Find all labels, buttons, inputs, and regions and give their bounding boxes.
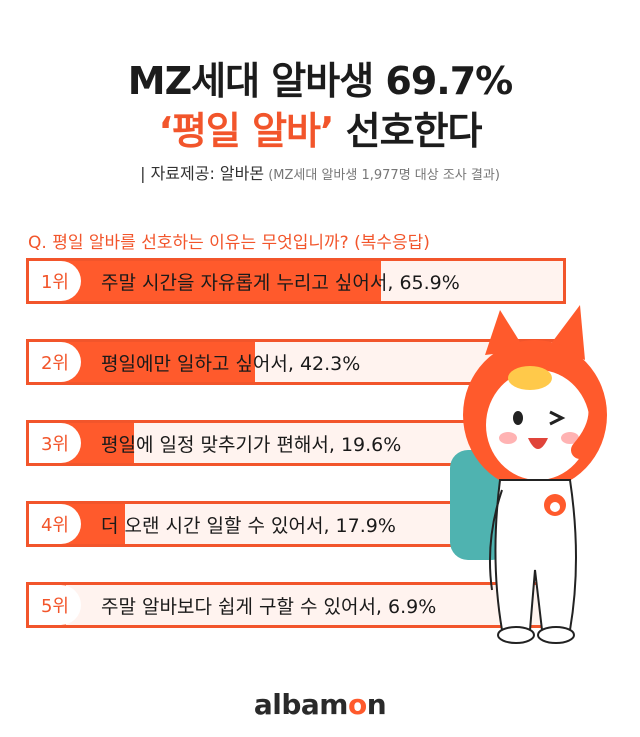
mascot-illustration [450, 305, 607, 644]
mascot-foot-right [537, 626, 575, 644]
bar-label: 평일에만 일하고 싶어서, 42.3% [101, 352, 361, 375]
mascot-cheek-left [499, 432, 517, 444]
bar-rank: 2위 [29, 342, 81, 382]
source-note: (MZ세대 알바생 1,977명 대상 조사 결과) [264, 168, 500, 183]
bar-fill [380, 261, 563, 301]
mascot-face [486, 370, 590, 480]
bar-rank: 1위 [29, 261, 81, 301]
mascot-cheek-right [561, 432, 579, 444]
mascot-eye-right-wink [549, 410, 566, 426]
mascot-body [494, 479, 577, 631]
source-line: | 자료제공: 알바몬 (MZ세대 알바생 1,977명 대상 조사 결과) [0, 160, 640, 184]
bar-label: 주말 시간을 자유롭게 누리고 싶어서, 65.9% [101, 271, 460, 294]
title-accent: ‘평일 알바’ [158, 109, 334, 153]
bar-label: 더 오랜 시간 일할 수 있어서, 17.9% [101, 514, 396, 537]
mascot-arm-lower [488, 489, 503, 591]
bar-row: 1위 주말 시간을 자유롭게 누리고 싶어서, 65.9% [26, 258, 566, 304]
bar-fill [65, 585, 563, 625]
page-title: MZ세대 알바생 69.7% [127, 59, 513, 103]
bar-row: 5위 주말 알바보다 쉽게 구할 수 있어서, 6.9% [26, 582, 566, 628]
mascot-hair [508, 366, 552, 390]
mascot-eye-left [513, 411, 523, 425]
logo-text-post: n [366, 688, 387, 721]
logo-text-pre: albam [253, 688, 349, 721]
bar-rank: 5위 [29, 585, 81, 625]
bar-rank: 4위 [29, 504, 81, 544]
logo-text-o: o [347, 688, 367, 721]
brand-logo: albamon [0, 688, 640, 721]
mascot-foot-left [497, 626, 535, 644]
bar-label: 평일에 일정 맞추기가 편해서, 19.6% [101, 433, 402, 456]
source-label: | 자료제공: 알바몬 [140, 164, 265, 183]
bar-label: 주말 알바보다 쉽게 구할 수 있어서, 6.9% [101, 595, 437, 618]
mascot-arm-raised [571, 366, 607, 459]
mascot-mouth [528, 438, 548, 449]
bar-rank: 3위 [29, 423, 81, 463]
title-rest: 선호한다 [333, 109, 483, 153]
page-subtitle: ‘평일 알바’ 선호한다 [0, 100, 640, 155]
survey-question: Q. 평일 알바를 선호하는 이유는 무엇입니까? (복수응답) [28, 233, 430, 253]
